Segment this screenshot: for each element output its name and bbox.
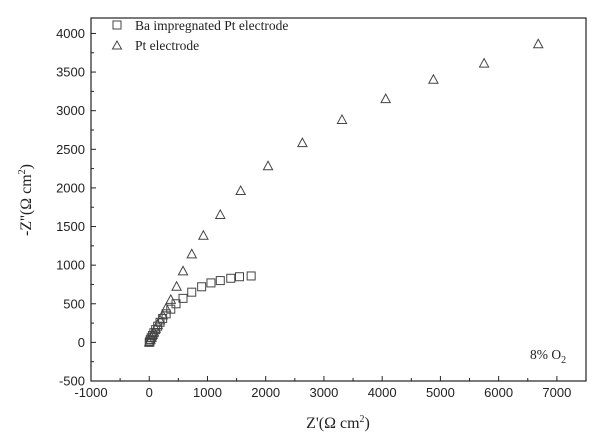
data-point-pt — [197, 229, 209, 240]
data-point-pt — [186, 248, 198, 259]
data-point-ba — [166, 304, 176, 314]
data-marks — [143, 38, 544, 347]
x-tick-label: 3000 — [309, 385, 338, 400]
y-tick-label: 3000 — [56, 103, 85, 118]
legend: Ba impregnated Pt electrode Pt electrode — [111, 18, 288, 53]
plot-frame — [90, 17, 587, 382]
data-point-pt — [177, 265, 189, 276]
y-tick-label: 0 — [78, 335, 85, 350]
data-point-ba — [235, 272, 244, 282]
x-tick-label: 1000 — [193, 385, 222, 400]
y-tick-label: -500 — [59, 374, 85, 389]
data-point-pt — [157, 309, 169, 320]
x-tick-label: 2000 — [251, 385, 280, 400]
y-axis-title: -Z''(Ω cm2) — [17, 164, 35, 236]
data-point-ba — [226, 273, 236, 283]
x-axis-title: Z'(Ω cm2) — [306, 414, 370, 432]
legend-marker-square — [112, 20, 122, 30]
data-point-pt — [478, 57, 490, 68]
data-point-ba — [187, 287, 197, 297]
y-tick-label: 2000 — [56, 180, 85, 195]
y-tick-label: 1000 — [56, 258, 85, 273]
x-tick-label: 5000 — [426, 385, 455, 400]
annotation-o2: 8% O2 — [530, 347, 566, 366]
data-point-ba — [197, 282, 207, 292]
data-point-ba — [246, 271, 256, 281]
data-point-pt — [296, 137, 308, 148]
legend-marker-triangle — [111, 39, 123, 50]
data-point-pt — [165, 293, 177, 304]
y-tick-label: 1500 — [56, 219, 85, 234]
x-tick-label: 6000 — [484, 385, 513, 400]
data-point-pt — [262, 160, 274, 171]
legend-label-ba: Ba impregnated Pt electrode — [135, 18, 288, 33]
y-tick-label: 500 — [63, 296, 85, 311]
data-point-pt — [336, 113, 348, 124]
data-point-pt — [532, 38, 544, 49]
data-point-pt — [171, 280, 183, 291]
x-tick-label: -1000 — [74, 385, 107, 400]
y-tick-label: 2500 — [56, 142, 85, 157]
x-tick-label: 0 — [146, 385, 153, 400]
data-point-ba — [206, 278, 216, 288]
data-point-ba — [215, 276, 225, 286]
data-point-ba — [178, 293, 188, 303]
data-point-pt — [214, 208, 226, 219]
data-point-pt — [154, 314, 166, 325]
data-point-pt — [427, 73, 439, 84]
y-tick-label: 3500 — [56, 65, 85, 80]
data-point-pt — [380, 93, 392, 104]
x-tick-label: 4000 — [368, 385, 397, 400]
x-tick-label: 7000 — [542, 385, 571, 400]
data-point-pt — [235, 184, 247, 196]
data-point-pt — [160, 302, 172, 313]
y-tick-label: 4000 — [56, 26, 85, 41]
legend-label-pt: Pt electrode — [135, 38, 199, 53]
axis-ticks: -1000 0 1000 2000 3000 4000 5000 6000 7000 -500 0 5… — [56, 26, 571, 400]
